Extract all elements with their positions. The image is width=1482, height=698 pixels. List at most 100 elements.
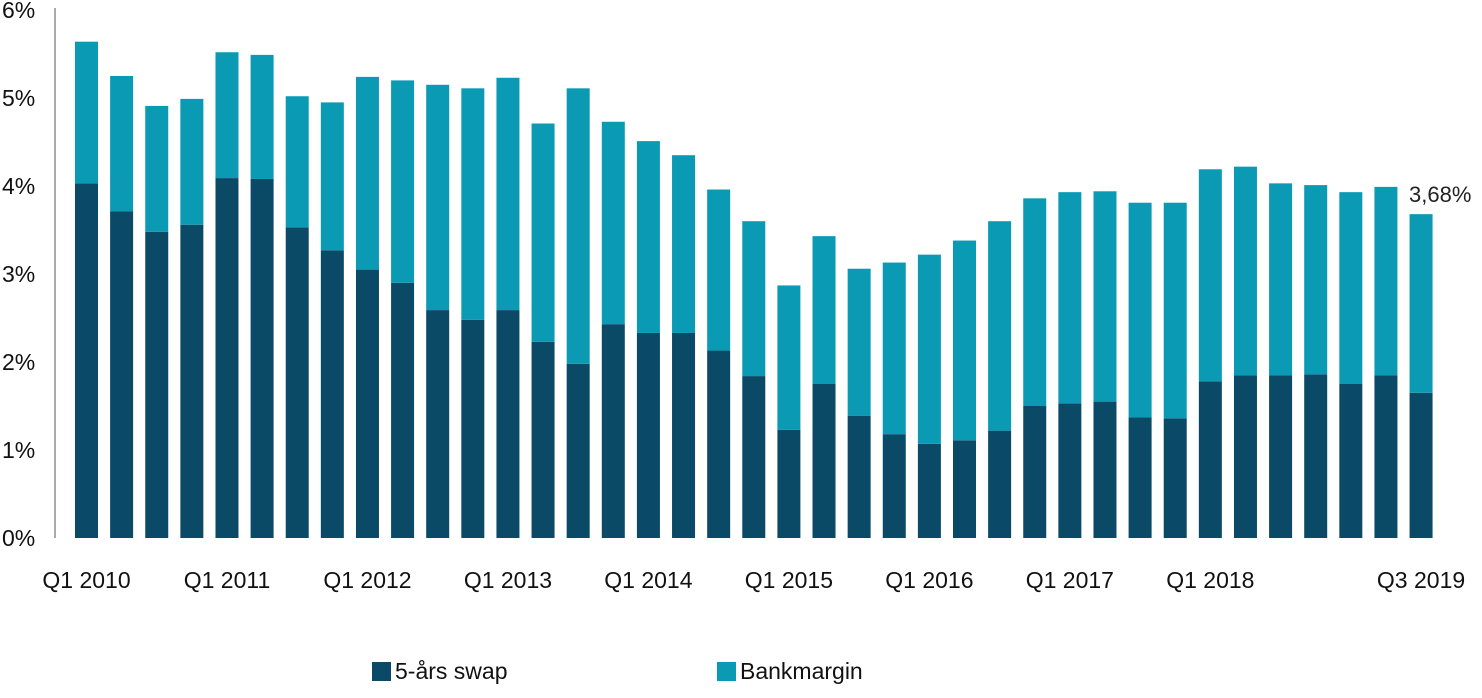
bar-bankmargin-q3-2018	[1269, 183, 1293, 376]
bar-swap-q2-2010	[110, 211, 134, 538]
bar-swap-q1-2018	[1198, 381, 1222, 538]
bar-bankmargin-q1-2013	[496, 77, 520, 311]
y-tick-label: 6%	[2, 0, 35, 23]
bar-swap-q1-2012	[355, 269, 379, 538]
bar-swap-q2-2013	[531, 341, 555, 538]
bar-swap-q3-2019	[1409, 392, 1433, 538]
bar-bankmargin-q1-2019	[1339, 192, 1363, 384]
bar-swap-q4-2010	[180, 224, 204, 538]
y-tick-label: 5%	[2, 85, 35, 111]
x-tick-label: Q1 2011	[184, 567, 271, 593]
bar-bankmargin-q3-2016	[988, 221, 1012, 431]
x-tick-label: Q1 2015	[745, 567, 833, 593]
x-tick-label: Q1 2017	[1026, 567, 1114, 593]
bar-swap-q1-2010	[75, 183, 98, 539]
legend-label-swap: 5-års swap	[395, 658, 508, 684]
y-tick-label: 1%	[2, 437, 35, 463]
bar-swap-q1-2014	[636, 332, 660, 538]
legend-swatch-swap	[372, 662, 391, 681]
x-tick-label: Q1 2012	[323, 567, 411, 593]
bar-swap-q4-2012	[461, 319, 485, 538]
x-tick-label: Q1 2014	[604, 567, 692, 593]
bar-swap-q3-2015	[847, 415, 871, 538]
y-tick-labels: 0% 1% 2% 3% 4% 5% 6%	[2, 0, 35, 551]
bar-bankmargin-q3-2012	[426, 84, 450, 311]
bar-swap-q1-2011	[215, 178, 239, 538]
bar-bankmargin-q4-2016	[1023, 198, 1047, 406]
bar-bankmargin-q2-2010	[110, 76, 134, 212]
bar-bankmargin-q2-2017	[1093, 191, 1117, 402]
bar-bankmargin-q2-2014	[672, 155, 696, 333]
bar-bankmargin-q4-2014	[742, 221, 766, 377]
bar-bankmargin-q4-2011	[320, 102, 344, 251]
bar-bankmargin-q3-2019	[1409, 214, 1433, 393]
bar-bankmargin-q4-2018	[1304, 185, 1328, 375]
bar-swap-q2-2012	[391, 282, 415, 538]
bar-swap-q3-2011	[285, 227, 309, 539]
bar-bankmargin-q4-2012	[461, 88, 485, 320]
legend-item-swap: 5-års swap	[372, 658, 507, 685]
legend-item-bankmargin: Bankmargin	[717, 658, 863, 685]
bar-bankmargin-q1-2017	[1058, 192, 1082, 404]
bar-bankmargin-q1-2015	[777, 285, 801, 430]
y-tick-label: 4%	[2, 173, 35, 199]
bar-swap-q4-2016	[1023, 406, 1047, 538]
bar-swap-q4-2013	[601, 324, 625, 538]
bar-swap-q4-2014	[742, 376, 766, 538]
bar-bankmargin-q2-2012	[391, 80, 415, 283]
bar-swap-q2-2014	[672, 332, 696, 538]
bar-bankmargin-q4-2017	[1163, 202, 1187, 419]
bar-swap-q2-2019	[1374, 375, 1398, 538]
bar-swap-q1-2016	[917, 443, 941, 538]
x-tick-labels: Q1 2010 Q1 2011 Q1 2012 Q1 2013 Q1 2014 Q1 20…	[42, 567, 1465, 593]
bar-swap-q3-2012	[426, 310, 450, 538]
x-tick-label: Q1 2018	[1166, 567, 1254, 593]
bar-swap-q3-2016	[988, 430, 1012, 538]
bar-swap-q1-2017	[1058, 403, 1082, 538]
bar-swap-q1-2013	[496, 310, 520, 538]
bar-swap-q2-2018	[1233, 375, 1257, 538]
bar-bankmargin-q2-2011	[250, 54, 274, 179]
bar-bankmargin-q1-2012	[355, 76, 379, 270]
bar-swap-q4-2017	[1163, 418, 1187, 538]
bar-bankmargin-q2-2015	[812, 236, 836, 384]
bar-bankmargin-q2-2019	[1374, 186, 1398, 376]
bar-swap-q3-2014	[707, 350, 731, 538]
bar-bankmargin-q3-2014	[707, 189, 731, 351]
bar-bankmargin-q4-2013	[601, 121, 625, 325]
x-tick-label: Q3 2019	[1377, 567, 1465, 593]
bar-swap-q3-2013	[566, 363, 590, 538]
bar-bankmargin-q1-2010	[75, 41, 98, 184]
bar-swap-q4-2011	[320, 250, 344, 539]
bar-bankmargin-q2-2013	[531, 123, 555, 342]
bar-bankmargin-q1-2016	[917, 254, 941, 444]
bar-bankmargin-q1-2011	[215, 52, 239, 179]
bar-bankmargin-q2-2018	[1233, 166, 1257, 376]
bar-bankmargin-q3-2017	[1128, 202, 1152, 418]
bar-bankmargin-q3-2013	[566, 88, 590, 364]
bar-swap-q3-2010	[145, 231, 169, 538]
x-tick-label: Q1 2016	[885, 567, 973, 593]
bar-swap-q2-2015	[812, 384, 836, 538]
y-tick-label: 3%	[2, 261, 35, 287]
bar-swap-q2-2017	[1093, 401, 1117, 538]
legend-label-bankmargin: Bankmargin	[740, 658, 863, 684]
legend-swatch-bankmargin	[717, 662, 736, 681]
bar-swap-q4-2018	[1304, 374, 1328, 538]
x-tick-label: Q1 2010	[42, 567, 130, 593]
bars-group	[75, 41, 1433, 539]
bar-bankmargin-q2-2016	[953, 240, 976, 441]
y-tick-label: 0%	[2, 525, 35, 551]
bar-bankmargin-q1-2018	[1198, 169, 1222, 382]
bar-swap-q1-2015	[777, 429, 801, 538]
bar-swap-q1-2019	[1339, 384, 1363, 538]
bar-bankmargin-q4-2015	[882, 262, 906, 435]
bar-bankmargin-q3-2011	[285, 96, 309, 228]
bar-swap-q2-2016	[953, 440, 976, 538]
bar-swap-q3-2018	[1269, 375, 1293, 538]
x-tick-label: Q1 2013	[464, 567, 552, 593]
bar-bankmargin-q1-2014	[636, 141, 660, 333]
bar-swap-q3-2017	[1128, 417, 1152, 538]
bar-swap-q4-2015	[882, 434, 906, 538]
